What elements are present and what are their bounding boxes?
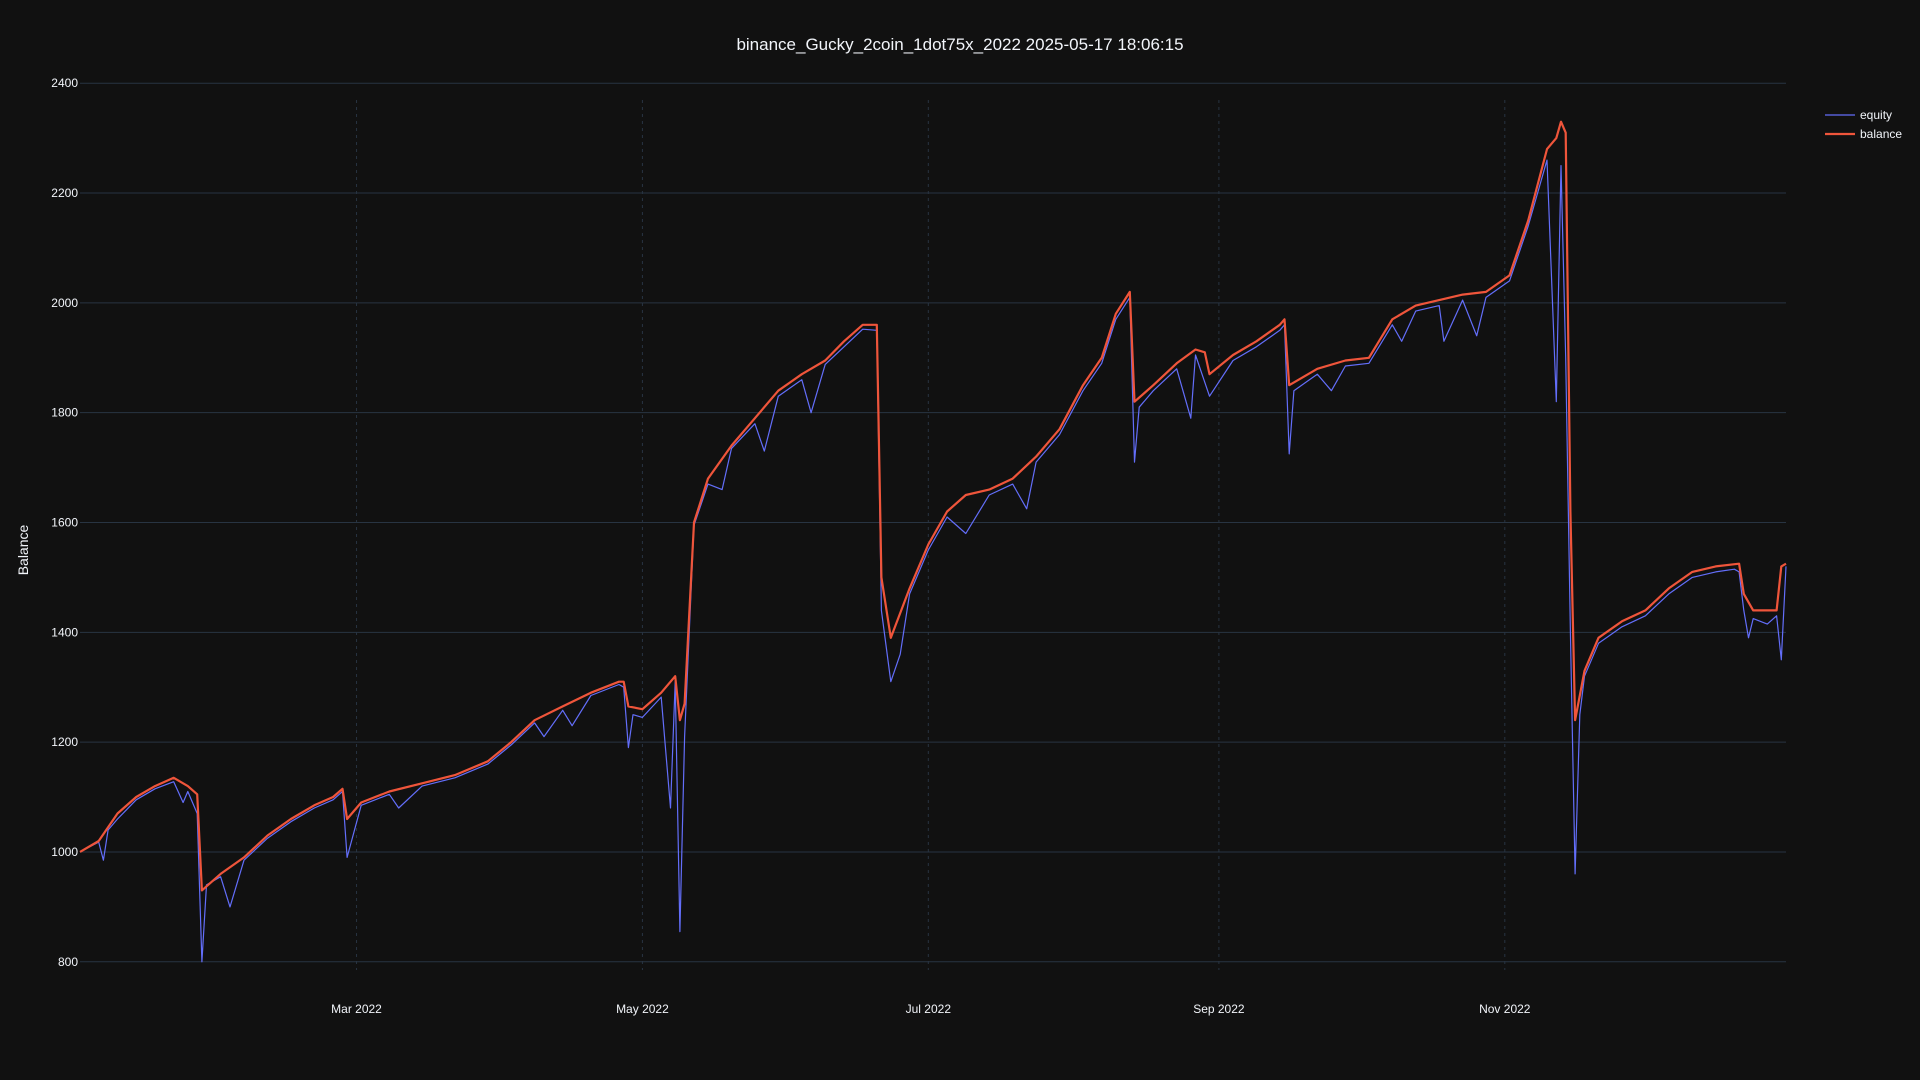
- y-tick-label: 800: [58, 955, 78, 969]
- legend-item-equity[interactable]: equity: [1825, 108, 1892, 122]
- y-axis: 800 1000 1200 1400 1600 1800 2000 2200 2400: [51, 76, 78, 969]
- y-tick-label: 2200: [51, 186, 78, 200]
- y-tick-label: 1400: [51, 625, 78, 639]
- series-layer: [79, 120, 1787, 963]
- legend-label: equity: [1860, 108, 1892, 122]
- chart-title: binance_Gucky_2coin_1dot75x_2022 2025-05…: [736, 35, 1183, 54]
- y-tick-label: 1800: [51, 406, 78, 420]
- x-tick-label: Nov 2022: [1479, 1002, 1531, 1016]
- y-tick-label: 2000: [51, 296, 78, 310]
- x-tick-label: May 2022: [616, 1002, 669, 1016]
- y-tick-label: 1000: [51, 845, 78, 859]
- x-tick-label: Mar 2022: [331, 1002, 382, 1016]
- y-axis-title: Balance: [15, 524, 31, 575]
- grid-layer: [80, 82, 1786, 970]
- legend-item-balance[interactable]: balance: [1825, 127, 1902, 141]
- series-line-balance: [79, 120, 1787, 892]
- y-tick-label: 1600: [51, 516, 78, 530]
- series-line-equity: [79, 159, 1787, 963]
- legend[interactable]: equity balance: [1825, 108, 1902, 141]
- y-tick-label: 2400: [51, 76, 78, 90]
- legend-label: balance: [1860, 127, 1902, 141]
- x-axis: Mar 2022 May 2022 Jul 2022 Sep 2022 Nov 2022: [331, 1002, 1531, 1016]
- y-tick-label: 1200: [51, 735, 78, 749]
- x-tick-label: Sep 2022: [1193, 1002, 1245, 1016]
- x-tick-label: Jul 2022: [906, 1002, 952, 1016]
